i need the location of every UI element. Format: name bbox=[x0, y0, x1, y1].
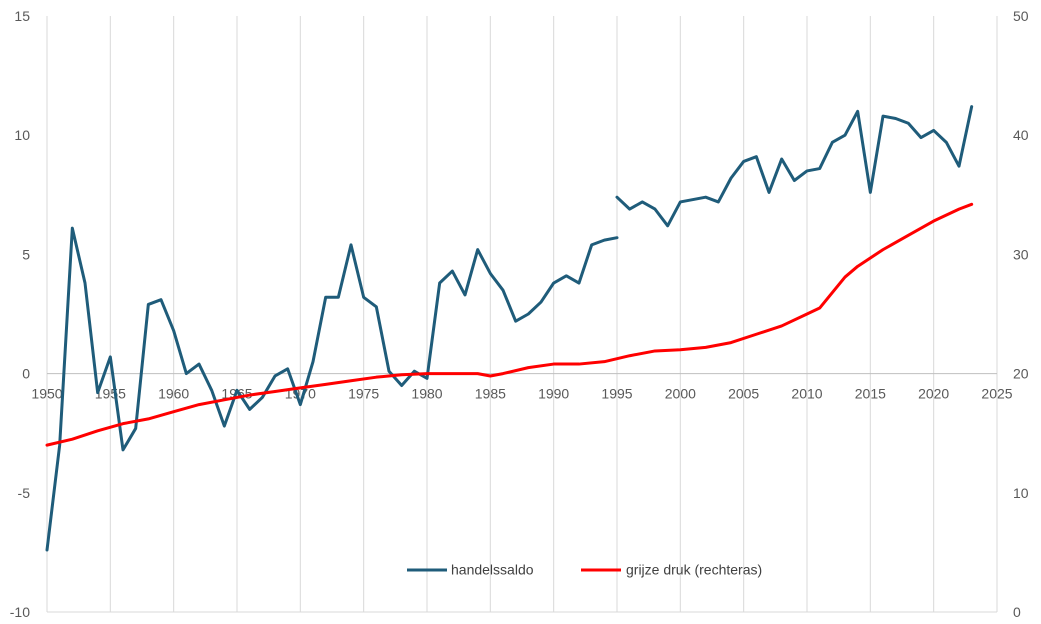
axes bbox=[47, 373, 997, 613]
y2-tick-label-20: 20 bbox=[1013, 366, 1029, 382]
x-tick-label-1990: 1990 bbox=[538, 386, 569, 402]
legend-label-grijze-druk: grijze druk (rechteras) bbox=[626, 562, 762, 578]
x-tick-label-1980: 1980 bbox=[411, 386, 442, 402]
y2-tick-label-40: 40 bbox=[1013, 127, 1029, 143]
x-tick-label-1950: 1950 bbox=[31, 386, 62, 402]
y-tick-label-10: 10 bbox=[14, 127, 30, 143]
x-tick-label-1955: 1955 bbox=[95, 386, 126, 402]
x-tick-label-2025: 2025 bbox=[981, 386, 1012, 402]
x-axis-tick-labels: 1950 1955 1960 1965 1970 1975 1980 1985 1990 1995… bbox=[31, 386, 1012, 402]
x-tick-label-2015: 2015 bbox=[855, 386, 886, 402]
legend: handelssaldo grijze druk (rechteras) bbox=[407, 562, 762, 578]
series-line-0-segment-1 bbox=[615, 105, 974, 228]
y2-tick-label-30: 30 bbox=[1013, 246, 1029, 262]
y-tick-label-0: 0 bbox=[22, 366, 30, 382]
y-tick-label-15: 15 bbox=[14, 8, 30, 24]
y2-tick-label-50: 50 bbox=[1013, 8, 1029, 24]
x-tick-label-1985: 1985 bbox=[475, 386, 506, 402]
y2-tick-label-0: 0 bbox=[1013, 604, 1021, 620]
x-tick-label-2020: 2020 bbox=[918, 386, 949, 402]
legend-label-handelssaldo: handelssaldo bbox=[451, 562, 534, 578]
y-tick-label--5: -5 bbox=[18, 485, 31, 501]
series-lines bbox=[45, 105, 974, 552]
y-tick-label-5: 5 bbox=[22, 246, 30, 262]
x-tick-label-2000: 2000 bbox=[665, 386, 696, 402]
x-tick-label-2010: 2010 bbox=[791, 386, 822, 402]
x-tick-label-2005: 2005 bbox=[728, 386, 759, 402]
x-tick-label-1975: 1975 bbox=[348, 386, 379, 402]
series-line-1-segment-0 bbox=[45, 202, 974, 447]
x-tick-label-1995: 1995 bbox=[601, 386, 632, 402]
x-tick-label-1960: 1960 bbox=[158, 386, 189, 402]
vertical-gridlines bbox=[46, 16, 998, 612]
y2-tick-label-10: 10 bbox=[1013, 485, 1029, 501]
left-y-axis-tick-labels: -10 -5 0 5 10 15 bbox=[10, 8, 30, 620]
y-tick-label--10: -10 bbox=[10, 604, 30, 620]
right-y-axis-tick-labels: 0 10 20 30 40 50 bbox=[1013, 8, 1029, 620]
series-line-0-segment-0 bbox=[45, 226, 619, 552]
